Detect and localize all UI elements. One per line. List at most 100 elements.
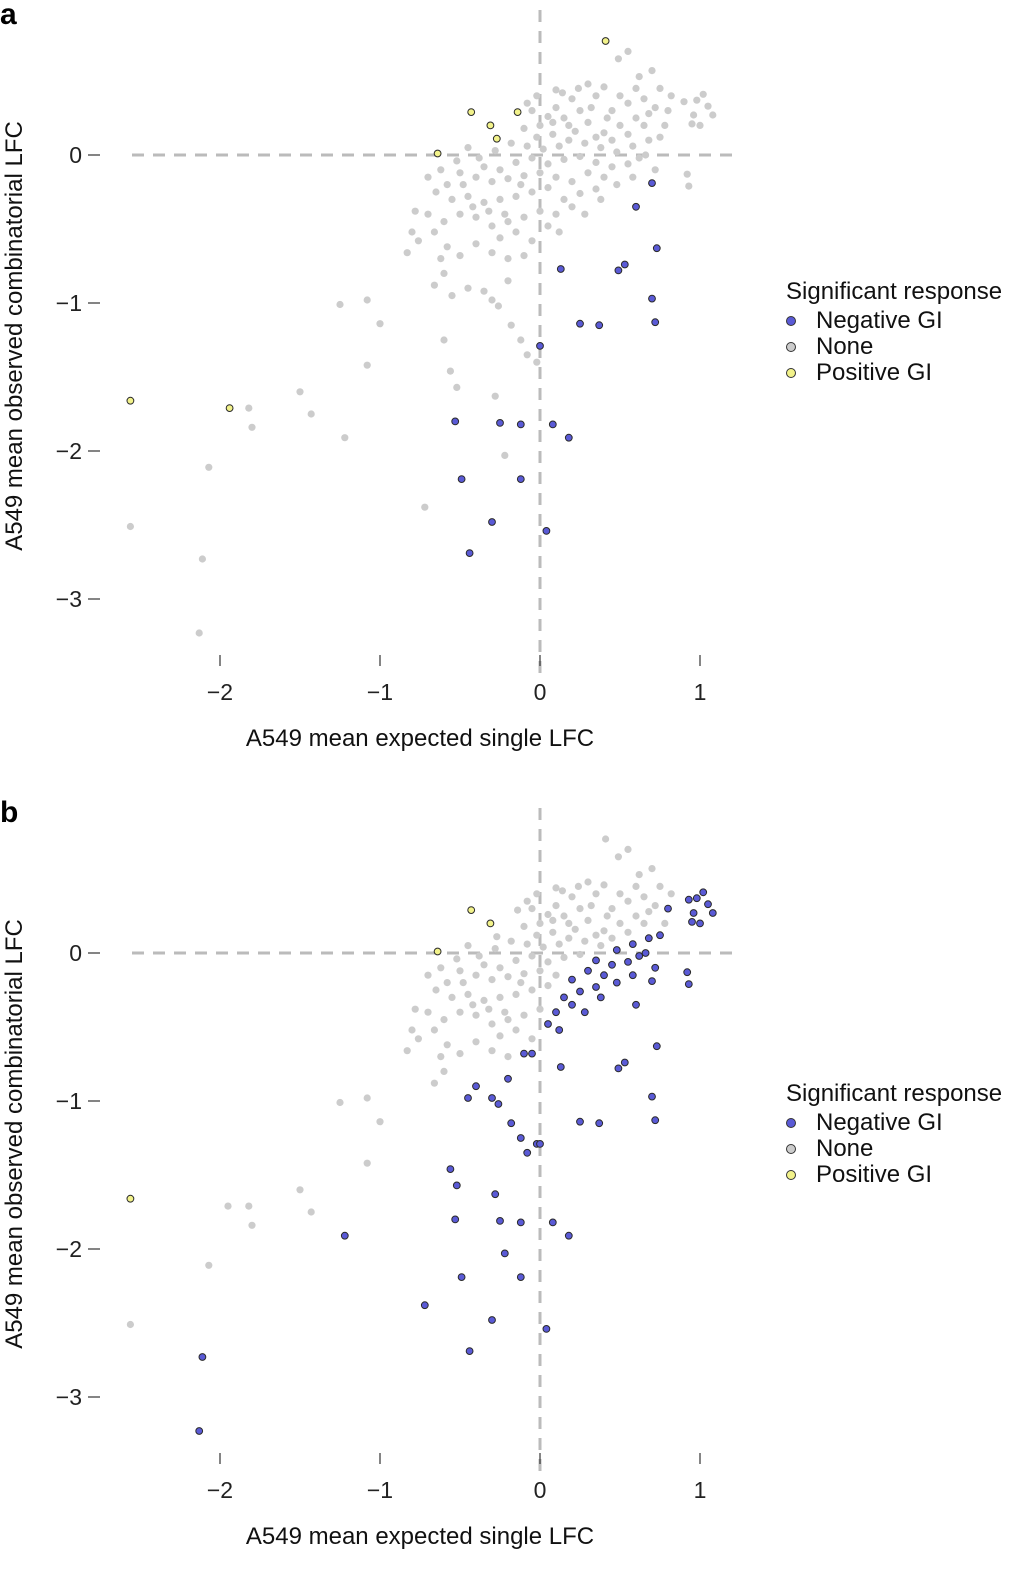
point-none — [536, 207, 544, 215]
point-none — [430, 228, 438, 236]
point-none — [576, 152, 584, 161]
point-none — [536, 169, 544, 177]
point-none — [517, 979, 525, 987]
point-none — [469, 1001, 477, 1009]
point-none — [581, 139, 589, 147]
y-tick-label: 0 — [69, 940, 82, 966]
point-negative-gi — [536, 342, 544, 350]
point-none — [624, 160, 632, 168]
point-negative-gi — [708, 909, 717, 917]
point-none — [576, 905, 584, 913]
panel-letter: a — [0, 0, 17, 31]
point-none — [520, 124, 528, 132]
point-none — [608, 136, 616, 144]
point-none — [600, 927, 608, 935]
point-none — [528, 188, 536, 196]
point-none — [613, 148, 621, 156]
point-negative-gi — [488, 1094, 496, 1102]
y-tick-label: −1 — [56, 290, 82, 316]
point-none — [480, 996, 488, 1004]
point-none — [336, 1098, 344, 1107]
point-none — [645, 110, 653, 118]
point-none — [528, 905, 536, 913]
point-none — [635, 871, 643, 879]
point-none — [363, 1159, 371, 1167]
point-positive-gi — [126, 396, 135, 405]
point-none — [496, 234, 504, 242]
point-positive-gi — [467, 108, 476, 116]
point-none — [528, 986, 536, 994]
scatter-plot: −3 −2 −1 0 −2 −1 0 1 A549 mean expected single L… — [1, 10, 738, 752]
point-none — [616, 121, 624, 129]
point-none — [464, 192, 472, 200]
point-none — [614, 853, 623, 861]
point-none — [664, 107, 672, 115]
point-none — [475, 952, 483, 960]
point-none — [456, 1050, 464, 1058]
point-negative-gi — [555, 1026, 564, 1034]
point-none — [614, 55, 623, 63]
point-none — [448, 195, 456, 203]
point-none — [552, 86, 560, 94]
y-axis-label: A549 mean observed combinatorial LFC — [1, 121, 28, 551]
point-negative-gi — [488, 1316, 496, 1324]
point-none — [624, 99, 632, 107]
panel-b: b −3 −2 −1 0 −2 −1 0 1 A549 mean expected single… — [0, 798, 1029, 1588]
point-negative-gi — [544, 1020, 552, 1028]
point-none — [440, 269, 448, 277]
point-none — [517, 181, 525, 189]
point-positive-gi — [486, 919, 495, 928]
point-none — [555, 228, 563, 236]
point-none — [632, 114, 640, 122]
point-none — [485, 207, 493, 215]
point-negative-gi — [635, 952, 644, 960]
point-none — [632, 912, 640, 920]
scatter-plot: −3 −2 −1 0 −2 −1 0 1 A549 mean expected single L… — [1, 808, 738, 1550]
point-negative-gi — [516, 1218, 525, 1227]
point-none — [603, 912, 611, 920]
point-none — [520, 252, 528, 260]
point-none — [632, 84, 640, 92]
point-none — [195, 629, 203, 637]
point-none — [576, 189, 584, 198]
point-none — [544, 184, 552, 192]
legend-title: Significant response — [786, 1080, 1003, 1107]
point-none — [443, 181, 451, 189]
point-none — [587, 902, 595, 910]
point-positive-gi — [467, 906, 476, 914]
legend-marker — [786, 1118, 796, 1128]
point-negative-gi — [612, 946, 621, 954]
point-none — [667, 890, 675, 898]
point-none — [363, 1094, 371, 1102]
point-none — [552, 902, 560, 910]
point-none — [560, 155, 568, 163]
point-none — [421, 503, 429, 511]
point-none — [552, 971, 560, 979]
point-negative-gi — [612, 978, 621, 987]
point-none — [642, 151, 650, 159]
point-none — [613, 181, 621, 189]
point-negative-gi — [494, 1100, 503, 1108]
x-tick-label: 0 — [534, 1477, 547, 1503]
point-none — [584, 878, 592, 886]
point-negative-gi — [465, 549, 474, 557]
point-none — [523, 142, 531, 150]
point-none — [205, 463, 213, 471]
point-none — [520, 213, 528, 221]
x-tick-label: −2 — [207, 1477, 233, 1503]
x-axis-label: A549 mean expected single LFC — [246, 1523, 594, 1550]
point-none — [533, 92, 541, 100]
legend-label: None — [816, 1135, 874, 1162]
point-positive-gi — [433, 149, 442, 158]
point-none — [528, 1035, 536, 1043]
point-none — [533, 133, 541, 141]
point-none — [608, 107, 616, 115]
point-none — [504, 175, 512, 183]
point-none — [488, 976, 496, 984]
point-none — [488, 222, 496, 230]
point-none — [480, 287, 488, 295]
point-none — [536, 967, 544, 975]
legend-entry-negative: Negative GI — [786, 307, 1002, 334]
point-none — [472, 213, 480, 221]
point-none — [648, 67, 656, 75]
